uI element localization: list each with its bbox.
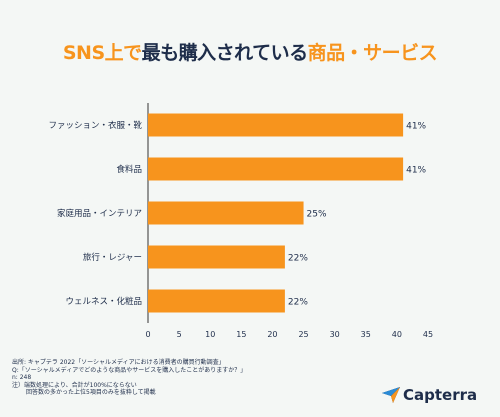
capterra-logo: Capterra bbox=[382, 386, 477, 404]
category-label: 旅行・レジャー bbox=[83, 252, 142, 263]
footnote: 出所: キャプテラ 2022「ソーシャルメディアにおける消費者の購買行動調査」 … bbox=[12, 359, 246, 397]
bar bbox=[148, 113, 404, 137]
bar bbox=[148, 201, 304, 225]
x-tick-label: 25 bbox=[298, 330, 308, 339]
title-part-3: 商品・サービス bbox=[307, 42, 438, 64]
x-tick-label: 30 bbox=[330, 330, 340, 339]
value-label: 41% bbox=[406, 122, 426, 132]
bar bbox=[148, 289, 285, 313]
value-label: 41% bbox=[406, 166, 426, 176]
x-tick-label: 35 bbox=[361, 330, 371, 339]
bar bbox=[148, 157, 404, 181]
x-tick-label: 40 bbox=[392, 330, 402, 339]
title-part-1: SNS上で bbox=[62, 42, 142, 64]
title-part-2: 最も購入されている bbox=[141, 42, 308, 64]
footnote-note-1: 注）端数処理により、合計が100%にならない bbox=[12, 381, 137, 389]
footnote-question: Q:「ソーシャルメディアでどのような商品やサービスを購入したことがありますか？」 bbox=[12, 366, 247, 374]
x-tick-label: 5 bbox=[177, 330, 182, 339]
value-label: 22% bbox=[288, 254, 308, 264]
value-label: 22% bbox=[288, 298, 308, 308]
category-label: ファッション・衣服・靴 bbox=[48, 120, 142, 131]
x-tick-label: 10 bbox=[205, 330, 215, 339]
x-tick-label: 0 bbox=[145, 330, 150, 339]
x-tick-label: 20 bbox=[267, 330, 277, 339]
logo-text: Capterra bbox=[403, 386, 478, 404]
category-label: ウェルネス・化粧品 bbox=[65, 296, 142, 307]
footnote-source: 出所: キャプテラ 2022「ソーシャルメディアにおける消費者の購買行動調査」 bbox=[12, 359, 225, 366]
footnote-n: n: 248 bbox=[12, 374, 32, 382]
value-label: 25% bbox=[307, 210, 327, 220]
chart-title: SNS上で最も購入されている商品・サービス bbox=[0, 38, 500, 65]
footnote-note-2: 回答数の多かった上位5項目のみを抜粋して掲載 bbox=[26, 389, 156, 397]
category-label: 食料品 bbox=[116, 164, 142, 175]
bar bbox=[148, 245, 285, 269]
category-label: 家庭用品・インテリア bbox=[57, 208, 142, 219]
x-tick-label: 15 bbox=[236, 330, 246, 339]
x-tick-label: 45 bbox=[423, 330, 433, 339]
capterra-arrow-icon bbox=[382, 387, 400, 403]
